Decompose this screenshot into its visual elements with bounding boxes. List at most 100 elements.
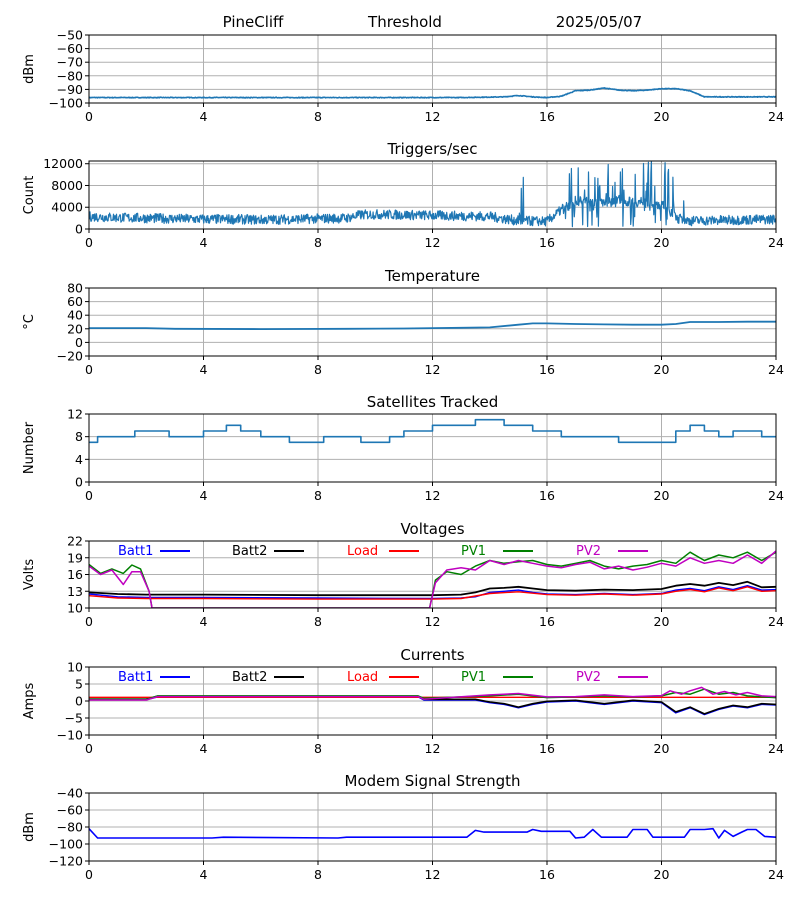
y-tick-label: −100: [49, 96, 83, 111]
y-tick-label: 0: [75, 222, 83, 237]
x-tick-label: 20: [654, 109, 670, 124]
y-tick-label: 8000: [51, 178, 83, 193]
x-tick-label: 12: [425, 488, 441, 503]
panel-title: Temperature: [384, 267, 480, 285]
panel-title: Voltages: [400, 520, 464, 538]
y-tick-label: 22: [67, 534, 83, 549]
y-tick-label: 12: [67, 407, 83, 422]
y-axis-label: dBm: [22, 54, 37, 84]
legend-label-batt2: Batt2: [232, 670, 267, 685]
y-tick-label: −80: [57, 820, 83, 835]
x-tick-label: 24: [768, 614, 784, 629]
y-tick-label: 40: [67, 308, 83, 323]
x-tick-label: 16: [539, 741, 555, 756]
y-axis-label: Number: [22, 421, 37, 474]
y-tick-label: −70: [57, 55, 83, 70]
x-tick-label: 4: [200, 867, 208, 882]
panel-3: 0 4 8 12 16 20 24 0 4 8 12 Satellites Tracked Number: [22, 393, 784, 503]
x-tick-label: 16: [539, 867, 555, 882]
x-tick-label: 24: [768, 235, 784, 250]
series-line-0: [89, 87, 776, 99]
y-tick-label: 0: [75, 694, 83, 709]
y-tick-label: 8: [75, 429, 83, 444]
series-group: [89, 320, 776, 331]
y-tick-label: 10: [67, 660, 83, 675]
x-tick-label: 24: [768, 488, 784, 503]
y-tick-label: −90: [57, 82, 83, 97]
legend-label-pv1: PV1: [461, 544, 486, 559]
y-tick-label: −120: [49, 854, 83, 869]
series-line-pv2: [89, 686, 776, 701]
y-axis-label: Volts: [22, 559, 37, 591]
x-tick-label: 8: [314, 867, 322, 882]
panel-title: Satellites Tracked: [367, 393, 498, 411]
legend-label-batt2: Batt2: [232, 544, 267, 559]
x-tick-label: 8: [314, 235, 322, 250]
y-tick-label: −100: [49, 837, 83, 852]
x-tick-label: 0: [85, 488, 93, 503]
series-group: [89, 418, 776, 444]
x-tick-label: 16: [539, 235, 555, 250]
x-tick-label: 16: [539, 614, 555, 629]
panel-title: Modem Signal Strength: [345, 772, 521, 790]
y-tick-label: −80: [57, 68, 83, 83]
x-tick-label: 4: [200, 741, 208, 756]
x-tick-label: 4: [200, 235, 208, 250]
y-axis-label: Amps: [22, 682, 37, 719]
x-tick-label: 24: [768, 867, 784, 882]
x-tick-label: 0: [85, 362, 93, 377]
x-tick-label: 0: [85, 235, 93, 250]
y-tick-label: 12000: [43, 156, 83, 171]
series-line-batt2: [89, 580, 776, 597]
series-line-0: [89, 418, 776, 444]
legend-label-load: Load: [347, 670, 378, 685]
x-tick-label: 8: [314, 741, 322, 756]
legend-label-pv1: PV1: [461, 670, 486, 685]
series-group: [89, 161, 776, 228]
legend-label-batt1: Batt1: [118, 544, 153, 559]
x-tick-label: 20: [654, 488, 670, 503]
y-tick-label: 19: [67, 550, 83, 565]
panel-title: Currents: [400, 646, 464, 664]
x-tick-label: 24: [768, 741, 784, 756]
x-tick-label: 4: [200, 614, 208, 629]
x-tick-label: 12: [425, 867, 441, 882]
panel-1: 0 4 8 12 16 20 24 0 4000 8000 12000 Triggers/sec Cou…: [22, 140, 784, 250]
series-group: [89, 827, 776, 839]
y-tick-label: 4: [75, 452, 83, 467]
legend-label-batt1: Batt1: [118, 670, 153, 685]
y-tick-label: −10: [57, 728, 83, 743]
x-tick-label: 12: [425, 741, 441, 756]
y-tick-label: 10: [67, 601, 83, 616]
y-tick-label: 0: [75, 335, 83, 350]
y-axis-label: Count: [22, 176, 37, 215]
x-tick-label: 4: [200, 488, 208, 503]
panel-title: Triggers/sec: [387, 140, 478, 158]
x-tick-label: 4: [200, 362, 208, 377]
y-tick-label: −60: [57, 41, 83, 56]
y-axis-label: °C: [22, 314, 37, 330]
header-site: PineCliff: [223, 13, 284, 31]
x-tick-label: 24: [768, 362, 784, 377]
x-tick-label: 12: [425, 362, 441, 377]
x-tick-label: 20: [654, 614, 670, 629]
panel-6: 0 4 8 12 16 20 24 −120 −100 −80 −60 −40 Modem Signal…: [22, 772, 784, 882]
legend-label-pv2: PV2: [576, 544, 601, 559]
series-group: [89, 686, 776, 716]
legend-label-load: Load: [347, 544, 378, 559]
x-tick-label: 12: [425, 235, 441, 250]
x-tick-label: 12: [425, 109, 441, 124]
x-tick-label: 20: [654, 741, 670, 756]
y-tick-label: 80: [67, 281, 83, 296]
x-tick-label: 0: [85, 109, 93, 124]
series-line-0: [89, 827, 776, 839]
y-tick-label: 16: [67, 567, 83, 582]
y-tick-label: 5: [75, 677, 83, 692]
series-line-0: [89, 320, 776, 331]
y-tick-label: −40: [57, 786, 83, 801]
x-tick-label: 0: [85, 614, 93, 629]
series-group: [89, 550, 776, 608]
legend-label-pv2: PV2: [576, 670, 601, 685]
